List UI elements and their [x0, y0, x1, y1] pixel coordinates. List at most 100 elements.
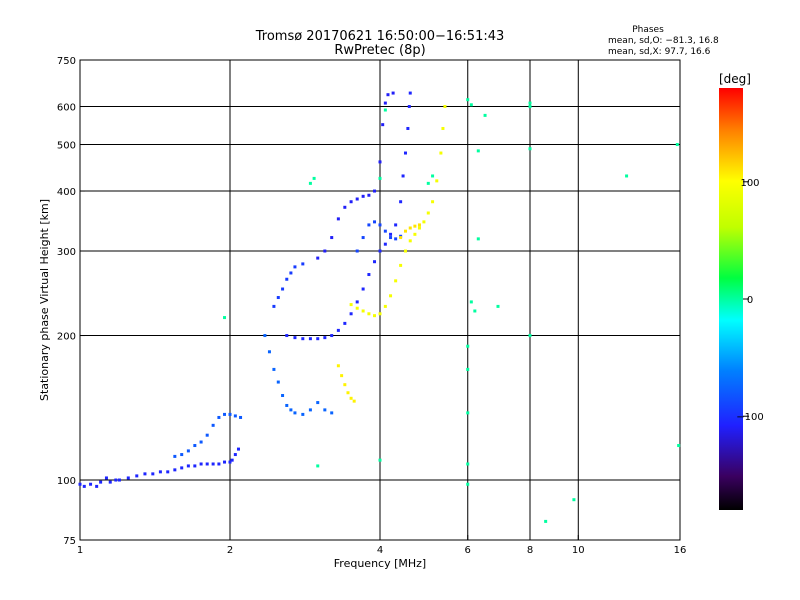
data-point — [143, 472, 147, 476]
data-point — [399, 200, 403, 204]
phases-heading: Phases — [632, 25, 664, 35]
data-point — [443, 105, 447, 109]
data-point — [528, 147, 532, 151]
data-point — [483, 113, 487, 117]
plot-area: 1 2 4 6 8 10 16 75 100 200 300 400 500 600 750 — [57, 56, 686, 556]
data-point — [367, 273, 371, 277]
data-point — [211, 423, 215, 427]
data-point — [466, 482, 470, 486]
data-point — [399, 263, 403, 267]
data-point — [422, 220, 426, 224]
data-point — [373, 314, 377, 318]
data-point — [544, 519, 548, 523]
x-tick-label: 16 — [674, 545, 687, 556]
data-point — [316, 256, 320, 260]
data-point — [383, 304, 387, 308]
x-tick-label: 6 — [465, 545, 471, 556]
data-point — [383, 229, 387, 233]
data-point — [403, 229, 407, 233]
data-point — [675, 143, 679, 147]
colorbar-gradient — [719, 88, 743, 510]
chart-title: Tromsø 20170621 16:50:00−16:51:43 — [255, 29, 505, 44]
phases-x-line: mean, sd,X: 97.7, 16.6 — [608, 47, 711, 57]
data-point — [466, 344, 470, 348]
data-point — [117, 478, 121, 482]
data-point — [323, 249, 327, 253]
data-point — [223, 316, 227, 320]
data-point — [135, 474, 139, 478]
data-point — [276, 380, 280, 384]
y-tick-label: 100 — [57, 476, 76, 487]
data-point — [236, 447, 240, 451]
data-point — [431, 200, 435, 204]
data-points — [78, 91, 681, 523]
data-point — [373, 260, 377, 264]
x-axis-label: Frequency [MHz] — [334, 557, 426, 570]
data-point — [82, 484, 86, 488]
data-point — [394, 279, 398, 283]
data-point — [466, 462, 470, 466]
data-point — [217, 462, 221, 466]
data-point — [330, 411, 334, 415]
data-point — [386, 93, 390, 97]
colorbar-tick-label: 100 — [740, 178, 759, 189]
chart-subtitle: RwPretec (8p) — [334, 43, 425, 58]
data-point — [378, 160, 382, 164]
data-point — [361, 309, 365, 313]
y-tick-label: 400 — [57, 187, 76, 198]
data-point — [378, 223, 382, 227]
data-point — [391, 91, 395, 95]
data-point — [158, 470, 162, 474]
y-tick-label: 600 — [57, 103, 76, 114]
data-point — [343, 321, 347, 325]
data-point — [413, 232, 417, 236]
data-point — [349, 312, 353, 316]
data-point — [330, 334, 334, 338]
x-tick-label: 1 — [77, 545, 83, 556]
data-point — [228, 412, 232, 416]
data-point — [330, 236, 334, 240]
data-point — [233, 414, 237, 418]
data-point — [281, 287, 285, 291]
y-axis-ticks: 75 100 200 300 400 500 600 750 — [57, 56, 85, 547]
y-tick-label: 300 — [57, 247, 76, 258]
data-point — [466, 411, 470, 415]
data-point — [199, 440, 203, 444]
data-point — [272, 304, 276, 308]
data-point — [114, 478, 118, 482]
data-point — [151, 472, 155, 476]
data-point — [381, 123, 385, 127]
data-point — [336, 217, 340, 221]
data-point — [383, 242, 387, 246]
data-point — [383, 101, 387, 105]
data-point — [349, 396, 353, 400]
colorbar-tick-label: 0 — [747, 295, 753, 306]
data-point — [228, 460, 232, 464]
data-point — [417, 223, 421, 227]
data-point — [349, 303, 353, 307]
colorbar-label: [deg] — [719, 72, 751, 86]
data-point — [233, 453, 237, 457]
data-point — [625, 174, 629, 178]
data-point — [677, 444, 681, 448]
x-tick-label: 4 — [377, 545, 383, 556]
data-point — [473, 309, 477, 313]
x-tick-label: 2 — [227, 545, 233, 556]
data-point — [180, 453, 184, 457]
data-point — [528, 101, 532, 105]
data-point — [361, 236, 365, 240]
data-point — [340, 374, 344, 378]
data-point — [308, 337, 312, 341]
data-point — [355, 197, 359, 201]
data-point — [469, 300, 473, 304]
data-point — [378, 312, 382, 316]
data-point — [285, 277, 289, 281]
data-point — [108, 480, 112, 484]
data-point — [572, 498, 576, 502]
phases-o-line: mean, sd,O: −81.3, 16.8 — [608, 36, 719, 46]
data-point — [223, 412, 227, 416]
data-point — [205, 462, 209, 466]
data-point — [349, 200, 353, 204]
data-point — [431, 174, 435, 178]
data-point — [301, 262, 305, 266]
